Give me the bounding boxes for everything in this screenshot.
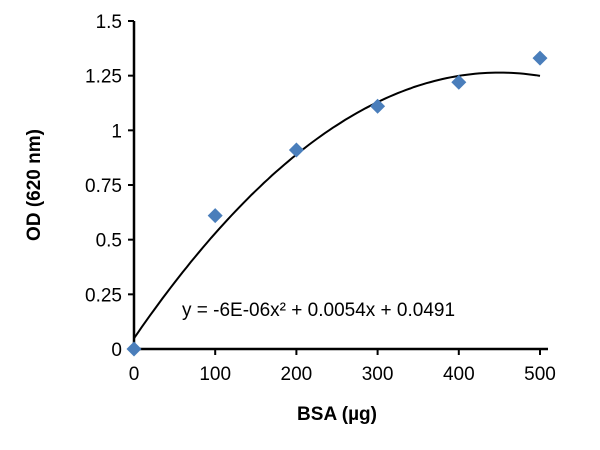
trendline [133,71,541,339]
data-point [207,208,223,224]
data-point [288,142,304,158]
data-point [126,341,142,357]
data-point [370,98,386,114]
x-tick-label: 500 [524,364,556,385]
equation-label: y = -6E-06x² + 0.0054x + 0.0491 [182,300,455,321]
y-tick-label: 0 [111,340,122,361]
y-tick-label: 1.25 [85,67,122,88]
data-point [532,50,548,66]
x-tick-label: 100 [199,364,231,385]
x-axis-label: BSA (µg) [297,404,377,425]
x-tick-label: 300 [362,364,394,385]
x-tick-label: 200 [281,364,313,385]
y-tick-label: 0.75 [85,176,122,197]
x-tick-label: 0 [129,364,140,385]
y-tick-label: 1.5 [96,12,122,33]
y-tick-label: 1 [111,121,122,142]
data-point [451,74,467,90]
y-axis-label: OD (620 nm) [24,129,45,241]
y-tick-label: 0.5 [96,231,122,252]
y-tick-label: 0.25 [85,285,122,306]
x-tick-label: 400 [443,364,475,385]
